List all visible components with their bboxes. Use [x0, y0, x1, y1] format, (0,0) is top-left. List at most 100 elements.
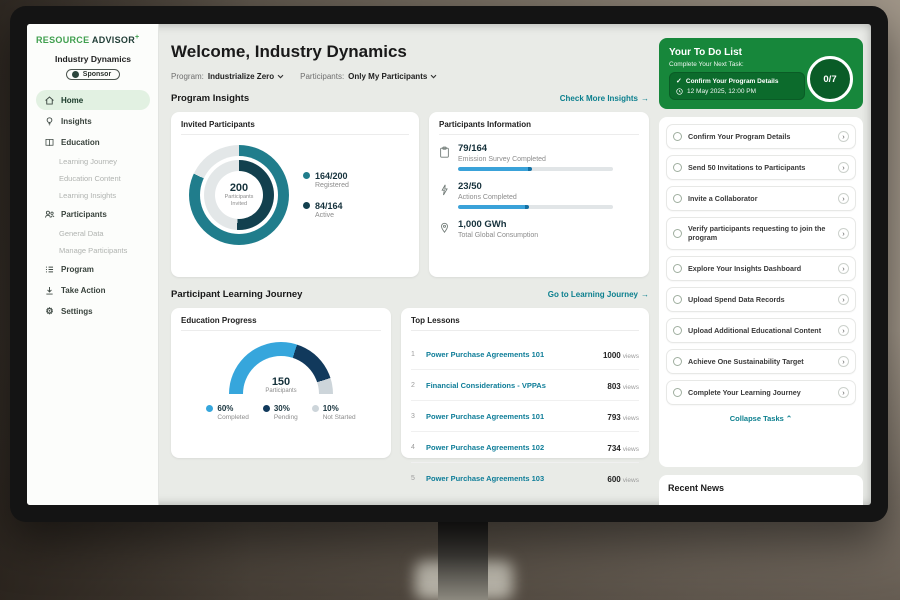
survey-icon — [439, 143, 450, 171]
lesson-link[interactable]: Power Purchase Agreements 101 — [426, 411, 545, 421]
sidebar-item-learning-insights[interactable]: Learning Insights — [36, 187, 150, 203]
task-item[interactable]: Confirm Your Program Details › — [666, 124, 856, 149]
task-checkbox[interactable] — [673, 387, 682, 397]
task-item[interactable]: Invite a Collaborator › — [666, 186, 856, 211]
chevron-right-icon[interactable]: › — [838, 293, 849, 305]
list-icon — [44, 264, 55, 275]
education-progress-card: Education Progress 150 Participants — [171, 308, 391, 458]
todo-title: Your To Do List — [669, 47, 742, 58]
sidebar-item-insights[interactable]: Insights — [36, 111, 150, 131]
go-to-learning-journey-link[interactable]: Go to Learning Journey → — [547, 290, 649, 299]
lesson-row[interactable]: 2 Financial Considerations - VPPAs 803 vi… — [411, 370, 639, 401]
todo-panel: Your To Do List Complete Your Next Task:… — [659, 24, 871, 505]
task-checkbox[interactable] — [673, 132, 682, 141]
legend-item-not-started: 10% Not Started — [311, 404, 356, 421]
chevron-right-icon[interactable]: › — [838, 262, 849, 274]
learning-journey-cards: Education Progress 150 Participants — [171, 308, 649, 484]
sponsor-icon — [71, 71, 79, 78]
sidebar-item-manage-participants[interactable]: Manage Participants — [36, 242, 150, 258]
stat-actions: 23/50 Actions Completed — [439, 181, 639, 209]
sponsor-badge[interactable]: Sponsor — [65, 69, 121, 80]
chevron-right-icon[interactable]: › — [838, 227, 849, 239]
legend-item-pending: 30% Pending — [262, 404, 298, 421]
task-checkbox[interactable] — [673, 356, 682, 366]
check-more-insights-link[interactable]: Check More Insights → — [559, 94, 649, 103]
chevron-right-icon[interactable]: › — [838, 355, 849, 367]
org-name: Industry Dynamics — [54, 54, 132, 64]
top-lessons-card: Top Lessons 1 Power Purchase Agreements … — [401, 308, 649, 484]
lesson-row[interactable]: 1 Power Purchase Agreements 101 1000 view… — [411, 339, 639, 370]
program-insights-cards: Invited Participants 200 Participants In… — [171, 112, 649, 277]
filters-bar: Program: Industrialize Zero Participants… — [171, 72, 649, 81]
arrow-right-icon: → — [641, 94, 649, 103]
recent-news-header[interactable]: Recent News — [659, 475, 863, 505]
task-checkbox[interactable] — [673, 263, 682, 273]
sidebar-item-participants[interactable]: Participants — [36, 204, 150, 224]
lesson-row[interactable]: 4 Power Purchase Agreements 102 734 views — [411, 432, 639, 463]
people-icon — [44, 209, 55, 220]
task-item[interactable]: Complete Your Learning Journey › — [666, 379, 856, 405]
task-checkbox[interactable] — [673, 163, 682, 172]
legend-dot — [206, 405, 214, 412]
task-item[interactable]: Verify participants requesting to join t… — [666, 217, 856, 250]
donut-center: 200 Participants Invited — [215, 171, 263, 219]
collapse-tasks-link[interactable]: Collapse Tasks ⌃ — [729, 413, 793, 423]
invited-participants-card: Invited Participants 200 Participants In… — [171, 112, 419, 277]
legend-item-registered: 164/200 Registered — [303, 171, 349, 189]
chevron-down-icon — [277, 74, 284, 79]
participants-information-card: Participants Information 79/164 Emission… — [429, 112, 649, 277]
education-progress-gauge: 150 Participants — [229, 342, 333, 394]
todo-progress-ring: 0/7 — [807, 56, 853, 102]
chevron-up-icon: ⌃ — [785, 413, 793, 423]
task-item[interactable]: Upload Spend Data Records › — [666, 286, 856, 312]
gauge-legend: 60% Completed 30% Pending — [206, 404, 356, 421]
sidebar-item-label: Learning Journey — [59, 156, 117, 166]
task-item[interactable]: Explore Your Insights Dashboard › — [666, 255, 856, 281]
lesson-link[interactable]: Power Purchase Agreements 101 — [426, 349, 545, 359]
book-icon — [44, 137, 55, 148]
lesson-link[interactable]: Power Purchase Agreements 103 — [426, 473, 545, 483]
main-content: Welcome, Industry Dynamics Program: Indu… — [159, 24, 659, 505]
sidebar-item-general-data[interactable]: General Data — [36, 225, 150, 241]
lesson-row[interactable]: 3 Power Purchase Agreements 101 793 views — [411, 401, 639, 432]
sidebar-item-program[interactable]: Program — [36, 259, 150, 279]
sidebar-item-label: Home — [61, 95, 84, 105]
sidebar-item-settings[interactable]: ⚙ Settings — [36, 301, 150, 321]
sidebar-item-label: Insights — [61, 116, 92, 126]
legend-dot — [303, 202, 310, 209]
task-item[interactable]: Send 50 Invitations to Participants › — [666, 155, 856, 180]
lesson-link[interactable]: Power Purchase Agreements 102 — [426, 442, 545, 452]
program-select[interactable]: Industrialize Zero — [208, 72, 284, 81]
chevron-right-icon[interactable]: › — [838, 131, 849, 142]
task-checkbox[interactable] — [673, 325, 682, 335]
lesson-link[interactable]: Financial Considerations - VPPAs — [426, 380, 546, 390]
clock-icon — [676, 88, 683, 95]
download-icon — [44, 285, 55, 296]
sidebar-item-learning-journey[interactable]: Learning Journey — [36, 153, 150, 169]
stat-consumption: 1,000 GWh Total Global Consumption — [439, 219, 639, 243]
chevron-right-icon[interactable]: › — [838, 162, 849, 173]
participants-select[interactable]: Only My Participants — [348, 72, 437, 81]
sidebar-item-education-content[interactable]: Education Content — [36, 170, 150, 186]
chevron-right-icon[interactable]: › — [838, 324, 849, 336]
sidebar-item-label: Program — [61, 264, 94, 274]
sidebar-item-label: Learning Insights — [59, 190, 117, 200]
sidebar-item-label: Education — [61, 137, 100, 147]
screen: RESOURCE ADVISOR+ Industry Dynamics Spon… — [27, 24, 871, 505]
lesson-row[interactable]: 5 Power Purchase Agreements 103 600 views — [411, 473, 639, 485]
task-checkbox[interactable] — [673, 228, 682, 238]
next-task-box[interactable]: ✓ Confirm Your Program Details 12 May 20… — [669, 72, 805, 100]
task-item[interactable]: Achieve One Sustainability Target › — [666, 348, 856, 374]
task-item[interactable]: Upload Additional Educational Content › — [666, 317, 856, 343]
sidebar-item-take-action[interactable]: Take Action — [36, 280, 150, 300]
sidebar: RESOURCE ADVISOR+ Industry Dynamics Spon… — [27, 24, 159, 505]
chevron-right-icon[interactable]: › — [838, 386, 849, 398]
sidebar-item-home[interactable]: Home — [36, 90, 150, 110]
task-checkbox[interactable] — [673, 194, 682, 203]
sidebar-item-education[interactable]: Education — [36, 132, 150, 152]
chevron-right-icon[interactable]: › — [838, 193, 849, 204]
legend-dot — [311, 405, 319, 412]
section-title: Program Insights — [171, 93, 250, 104]
task-checkbox[interactable] — [673, 294, 682, 304]
check-icon: ✓ — [676, 78, 682, 85]
